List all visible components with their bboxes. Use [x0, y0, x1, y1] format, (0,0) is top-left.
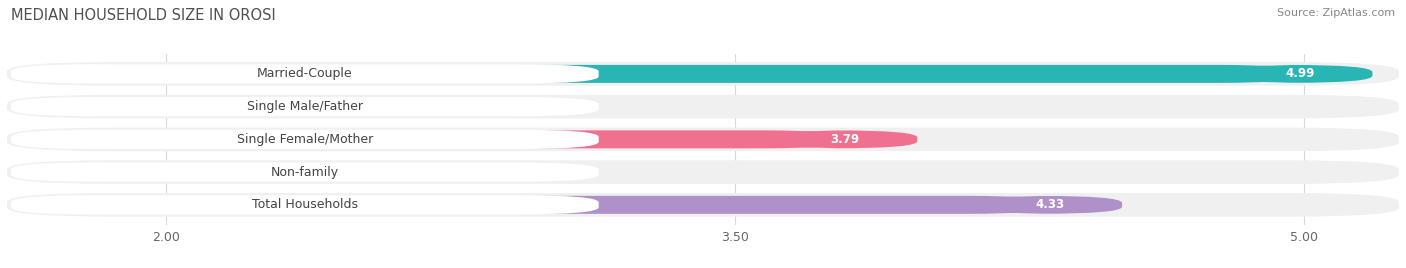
FancyBboxPatch shape [34, 65, 1301, 83]
Text: 2.13: 2.13 [201, 166, 231, 178]
FancyBboxPatch shape [7, 160, 1399, 184]
FancyBboxPatch shape [11, 64, 599, 84]
Text: MEDIAN HOUSEHOLD SIZE IN OROSI: MEDIAN HOUSEHOLD SIZE IN OROSI [11, 8, 276, 23]
FancyBboxPatch shape [143, 163, 288, 181]
FancyBboxPatch shape [11, 97, 599, 116]
FancyBboxPatch shape [1229, 65, 1372, 83]
FancyBboxPatch shape [7, 95, 1399, 118]
FancyBboxPatch shape [34, 163, 215, 181]
Text: 4.33: 4.33 [1035, 198, 1064, 211]
Text: 2.29: 2.29 [262, 100, 291, 113]
Text: Source: ZipAtlas.com: Source: ZipAtlas.com [1277, 8, 1395, 18]
FancyBboxPatch shape [7, 193, 1399, 217]
FancyBboxPatch shape [11, 195, 599, 214]
FancyBboxPatch shape [7, 128, 1399, 151]
FancyBboxPatch shape [34, 98, 277, 116]
Text: Total Households: Total Households [252, 198, 357, 211]
FancyBboxPatch shape [204, 98, 349, 116]
FancyBboxPatch shape [11, 130, 599, 149]
Text: 3.79: 3.79 [831, 133, 860, 146]
FancyBboxPatch shape [979, 196, 1122, 214]
FancyBboxPatch shape [34, 196, 1050, 214]
Text: 4.99: 4.99 [1285, 67, 1315, 80]
FancyBboxPatch shape [11, 162, 599, 182]
FancyBboxPatch shape [34, 130, 845, 148]
FancyBboxPatch shape [7, 62, 1399, 86]
Text: Non-family: Non-family [271, 166, 339, 178]
Text: Married-Couple: Married-Couple [257, 67, 353, 80]
FancyBboxPatch shape [773, 130, 917, 148]
Text: Single Female/Mother: Single Female/Mother [236, 133, 373, 146]
Text: Single Male/Father: Single Male/Father [247, 100, 363, 113]
